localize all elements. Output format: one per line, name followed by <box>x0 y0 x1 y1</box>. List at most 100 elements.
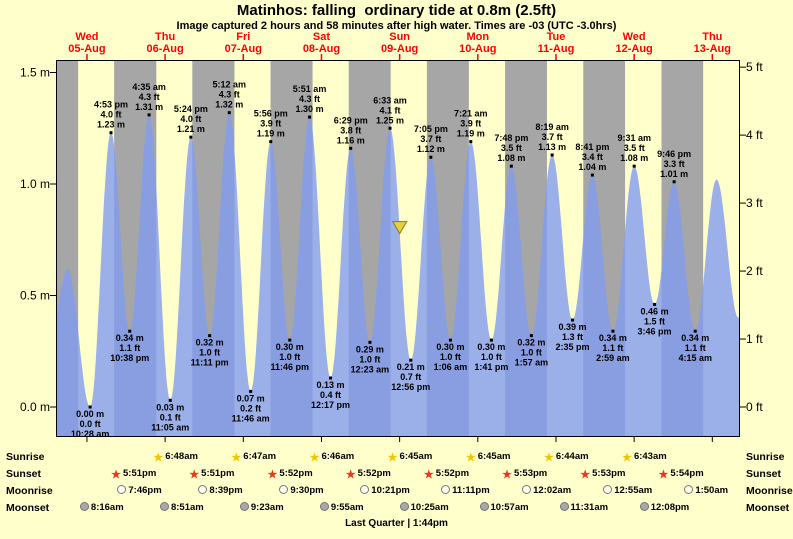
tide-point-dot <box>509 164 513 168</box>
tide-point-dot <box>227 111 231 115</box>
sunset-entry: ★ 5:51pm <box>189 468 235 481</box>
astro-time: 8:51am <box>170 502 204 513</box>
moonrise-entry: 12:02am <box>522 485 571 496</box>
high-tide-label: 9:31 am 3.5 ft 1.08 m <box>617 133 651 163</box>
moonset-entry: 8:16am <box>79 502 124 513</box>
astro-time: 11:31am <box>570 502 609 513</box>
axis-label-m: 1.0 m <box>20 177 50 191</box>
tide-point-dot <box>489 338 493 342</box>
astro-row-label-sunset: Sunset <box>746 468 782 480</box>
day-label: Mon <box>466 31 489 43</box>
astro-time: 10:25am <box>410 502 449 513</box>
sunset-star-icon: ★ <box>189 469 200 481</box>
sunrise-star-icon: ★ <box>309 452 320 464</box>
moonrise-icon <box>684 485 694 494</box>
low-tide-label: 0.21 m 0.7 ft 12:56 pm <box>391 362 430 392</box>
moonset-entry: 10:25am <box>399 502 449 513</box>
tide-point-dot <box>590 173 594 177</box>
tide-point-dot <box>269 140 273 144</box>
low-tide-label: 0.00 m 0.0 ft 10:28 am <box>71 409 110 439</box>
low-tide-label: 0.32 m 1.0 ft 11:11 pm <box>191 338 229 368</box>
sunset-star-icon: ★ <box>423 469 434 481</box>
moon-phase-note: Last Quarter | 1:44pm <box>345 518 448 529</box>
low-tide-label: 0.07 m 0.2 ft 11:46 am <box>232 393 270 423</box>
moonset-icon <box>79 502 89 511</box>
low-tide-label: 0.30 m 1.0 ft 1:06 am <box>434 342 468 372</box>
astro-time: 9:23am <box>250 502 284 513</box>
high-tide-label: 4:53 pm 4.0 ft 1.23 m <box>94 100 128 130</box>
moonrise-entry: 10:21pm <box>360 485 410 496</box>
sunrise-star-icon: ★ <box>231 452 242 464</box>
moonset-icon <box>399 502 409 511</box>
axis-label-ft: 4 ft <box>746 128 763 142</box>
astro-row-label-moonset: Moonset <box>746 502 790 514</box>
tide-point-dot <box>208 334 212 338</box>
astro-time: 5:52pm <box>435 468 470 479</box>
tide-point-dot <box>88 405 92 409</box>
sunrise-entry: ★ 6:48am <box>153 451 198 464</box>
moonrise-entry: 8:39pm <box>198 485 243 496</box>
current-time-marker-icon <box>391 221 408 235</box>
plot-border <box>56 60 740 437</box>
sunrise-entry: ★ 6:45am <box>466 451 511 464</box>
tide-point-dot <box>368 340 372 344</box>
moonrise-entry: 12:55am <box>603 485 652 496</box>
tide-point-dot <box>429 155 433 159</box>
tide-point-dot <box>672 180 676 184</box>
astro-time: 5:51pm <box>201 468 235 479</box>
day-date-label: 09-Aug <box>381 43 418 55</box>
high-tide-label: 6:29 pm 3.8 ft 1.16 m <box>334 115 368 145</box>
tide-point-dot <box>168 398 172 402</box>
sunset-star-icon: ★ <box>580 469 591 481</box>
axis-label-m: 1.5 m <box>20 66 50 80</box>
moonset-entry: 12:08pm <box>639 502 689 513</box>
astro-time: 6:45am <box>477 451 511 462</box>
sunrise-entry: ★ 6:45am <box>388 451 433 464</box>
moonrise-icon <box>198 485 208 494</box>
moonrise-entry: 11:11pm <box>441 485 490 496</box>
astro-time: 6:43am <box>633 451 667 462</box>
tide-point-dot <box>128 329 132 333</box>
tide-point-dot <box>469 140 473 144</box>
moonset-icon <box>479 502 489 511</box>
moonrise-icon <box>522 485 532 494</box>
tide-point-dot <box>653 302 657 306</box>
high-tide-label: 5:12 am 4.3 ft 1.32 m <box>213 80 247 110</box>
high-tide-label: 5:51 am 4.3 ft 1.30 m <box>293 84 327 114</box>
sunset-star-icon: ★ <box>502 469 512 481</box>
day-date-label: 11-Aug <box>538 43 575 55</box>
tide-point-dot <box>409 358 413 362</box>
tide-point-dot <box>632 164 636 168</box>
low-tide-label: 0.32 m 1.0 ft 1:57 am <box>515 338 549 368</box>
astro-row-label-moonrise: Moonrise <box>6 485 53 497</box>
high-tide-label: 5:24 pm 4.0 ft 1.21 m <box>174 104 208 134</box>
day-date-label: 06-Aug <box>146 43 183 55</box>
astro-time: 8:39pm <box>209 485 243 496</box>
moonrise-icon <box>441 485 451 494</box>
sunset-star-icon: ★ <box>658 469 669 481</box>
day-label: Fri <box>236 31 250 43</box>
day-label: Wed <box>75 31 98 43</box>
day-date-label: 05-Aug <box>68 43 105 55</box>
tide-point-dot <box>349 146 353 150</box>
astro-time: 11:11pm <box>452 485 490 496</box>
high-tide-label: 7:21 am 3.9 ft 1.19 m <box>454 109 488 139</box>
high-tide-label: 6:33 am 4.1 ft 1.25 m <box>373 95 407 125</box>
sunrise-star-icon: ★ <box>622 452 632 464</box>
sunrise-star-icon: ★ <box>543 452 554 464</box>
moonset-entry: 11:31am <box>559 502 609 513</box>
tide-point-dot <box>550 153 554 157</box>
axis-label-ft: 5 ft <box>746 60 763 74</box>
astro-time: 5:52pm <box>279 468 313 479</box>
moonset-icon <box>159 502 169 511</box>
day-label: Thu <box>155 31 175 43</box>
astro-time: 10:21pm <box>371 485 410 496</box>
astro-time: 12:02am <box>533 485 572 496</box>
astro-row-label-sunset: Sunset <box>6 468 42 480</box>
day-label: Wed <box>623 31 646 43</box>
chart-title: Matinhos: falling ordinary tide at 0.8m … <box>236 2 557 19</box>
astro-time: 6:44am <box>555 451 589 462</box>
tide-point-dot <box>189 135 193 139</box>
